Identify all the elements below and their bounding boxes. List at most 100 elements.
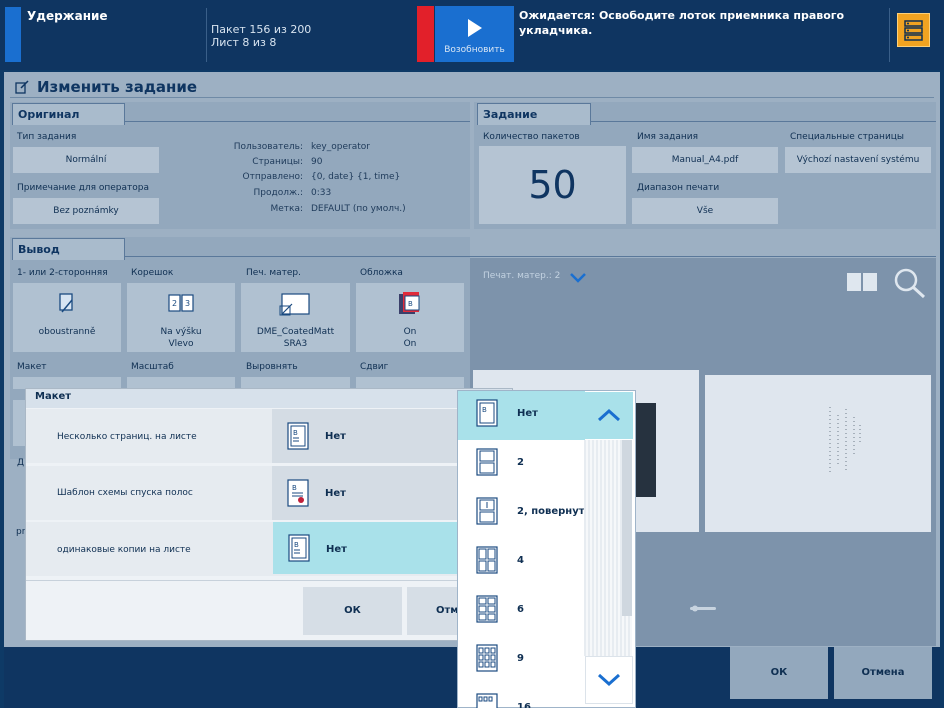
pages-per-sheet-label: Несколько страниц. на листе — [57, 432, 197, 442]
pager-indicator — [690, 605, 716, 612]
zoom-icon[interactable] — [893, 267, 927, 299]
sides-value: oboustranně — [38, 327, 96, 337]
resume-label: Возобновить — [444, 45, 505, 55]
operator-note-field[interactable]: Bez poznámky — [13, 198, 159, 224]
media-value: DME_CoatedMatt SRA3 — [241, 326, 350, 350]
duplex-icon — [59, 293, 73, 313]
option-label: 2 — [517, 457, 524, 468]
align-tile[interactable] — [241, 377, 350, 389]
binding-icon: 2 3 — [168, 294, 194, 312]
scale-label: Масштаб — [131, 362, 174, 372]
option-label: 4 — [517, 555, 524, 566]
imposition-value: Нет — [325, 488, 346, 499]
copies-label: Количество пакетов — [483, 132, 580, 142]
pages-per-sheet-select[interactable]: B Нет — [272, 409, 457, 463]
svg-text:B: B — [293, 429, 298, 437]
cover-back: On — [403, 339, 417, 349]
svg-text:B: B — [408, 300, 413, 308]
copies-field[interactable]: 50 — [479, 146, 626, 224]
divider — [889, 8, 890, 62]
dialog-ok-button[interactable]: ОК — [303, 587, 402, 635]
system-button[interactable] — [897, 13, 930, 47]
svg-text:B: B — [482, 406, 487, 414]
chevron-down-icon[interactable] — [569, 272, 587, 283]
sent-label: Отправлено: — [242, 172, 303, 182]
option-2-rotated[interactable]: 2, повернуть — [458, 489, 591, 538]
print-range-field[interactable]: Vše — [632, 198, 778, 224]
svg-text:B: B — [294, 541, 299, 549]
pages-per-sheet-value: Нет — [325, 431, 346, 442]
scroll-thumb[interactable] — [622, 440, 632, 616]
binding-orientation: Na výšku — [160, 327, 202, 337]
same-copies-select[interactable]: B Нет — [273, 522, 457, 574]
media-name: DME_CoatedMatt — [256, 327, 335, 337]
option-label: 16 — [517, 702, 531, 708]
sides-tile[interactable]: oboustranně — [13, 283, 121, 352]
binding-tile[interactable]: 2 3 Na výšku Vlevo — [127, 283, 235, 352]
divider — [591, 121, 936, 122]
tab-output[interactable]: Вывод — [12, 238, 125, 260]
special-pages-label: Специальные страницы — [790, 132, 905, 142]
layout-4up-icon — [476, 546, 498, 574]
cover-value: On On — [356, 326, 464, 350]
divider — [26, 580, 512, 581]
chevron-up-icon — [597, 408, 621, 422]
option-label: 6 — [517, 604, 524, 615]
layout-none-icon: B — [476, 399, 498, 427]
operator-note-label: Примечание для оператора — [17, 183, 150, 193]
cover-tile[interactable]: B On On — [356, 283, 464, 352]
layout-label: Макет — [17, 362, 47, 372]
dialog-header — [26, 389, 512, 408]
print-range-label: Диапазон печати — [637, 183, 720, 193]
job-type-field[interactable]: Normální — [13, 147, 159, 173]
tag-label: Метка: — [270, 204, 303, 214]
tab-original[interactable]: Оригинал — [12, 103, 125, 125]
layout-none-icon: B — [288, 534, 310, 562]
pages-value: 90 — [311, 157, 323, 167]
special-pages-field[interactable]: Výchozí nastavení systému — [785, 147, 931, 173]
imposition-label: Шаблон схемы спуска полос — [57, 488, 193, 498]
job-name-field[interactable]: Manual_A4.pdf — [632, 147, 778, 173]
server-icon — [904, 20, 923, 41]
option-2[interactable]: 2 — [458, 440, 585, 489]
page-title: Изменить задание — [37, 78, 198, 96]
job-name-label: Имя задания — [637, 132, 698, 142]
divider — [125, 256, 936, 257]
media-selector[interactable]: Печат. матер.: 2 — [483, 271, 561, 281]
cancel-button[interactable]: Отмена — [834, 647, 932, 699]
user-value: key_operator — [311, 142, 370, 152]
layout-tile[interactable] — [13, 377, 121, 389]
dialog-cancel-button[interactable]: Отм — [407, 587, 457, 635]
tab-job[interactable]: Задание — [477, 103, 591, 125]
edit-document-icon — [15, 80, 29, 94]
layout-6up-icon — [476, 595, 498, 623]
option-6[interactable]: 6 — [458, 587, 585, 636]
option-16[interactable]: 16 — [458, 685, 585, 708]
play-icon — [468, 19, 482, 37]
resume-button[interactable]: Возобновить — [435, 6, 514, 62]
option-4[interactable]: 4 — [458, 538, 585, 587]
error-indicator — [417, 6, 434, 62]
imposition-icon: B — [287, 479, 309, 507]
scroll-up-button[interactable] — [585, 392, 633, 439]
scale-tile[interactable] — [127, 377, 235, 389]
media-size: SRA3 — [283, 339, 308, 349]
svg-text:2: 2 — [172, 299, 177, 308]
option-none[interactable]: B Нет — [458, 391, 585, 440]
media-tile[interactable]: DME_CoatedMatt SRA3 — [241, 283, 350, 352]
book-view-icon[interactable] — [846, 271, 878, 293]
cover-front: On — [403, 327, 417, 337]
ok-button[interactable]: ОК — [730, 647, 828, 699]
pages-label: Страницы: — [252, 157, 303, 167]
same-copies-label: одинаковые копии на листе — [57, 545, 191, 555]
same-copies-value: Нет — [326, 544, 347, 555]
option-9[interactable]: 9 — [458, 636, 585, 685]
shift-tile[interactable] — [356, 377, 464, 389]
printer-status: Удержание — [27, 9, 108, 23]
status-indicator — [5, 7, 21, 62]
layout-2up-icon — [476, 448, 498, 476]
imposition-select[interactable]: B Нет — [272, 466, 457, 520]
layout-9up-icon — [476, 644, 498, 672]
layout-2up-rotated-icon — [476, 497, 498, 525]
scroll-down-button[interactable] — [585, 656, 633, 704]
